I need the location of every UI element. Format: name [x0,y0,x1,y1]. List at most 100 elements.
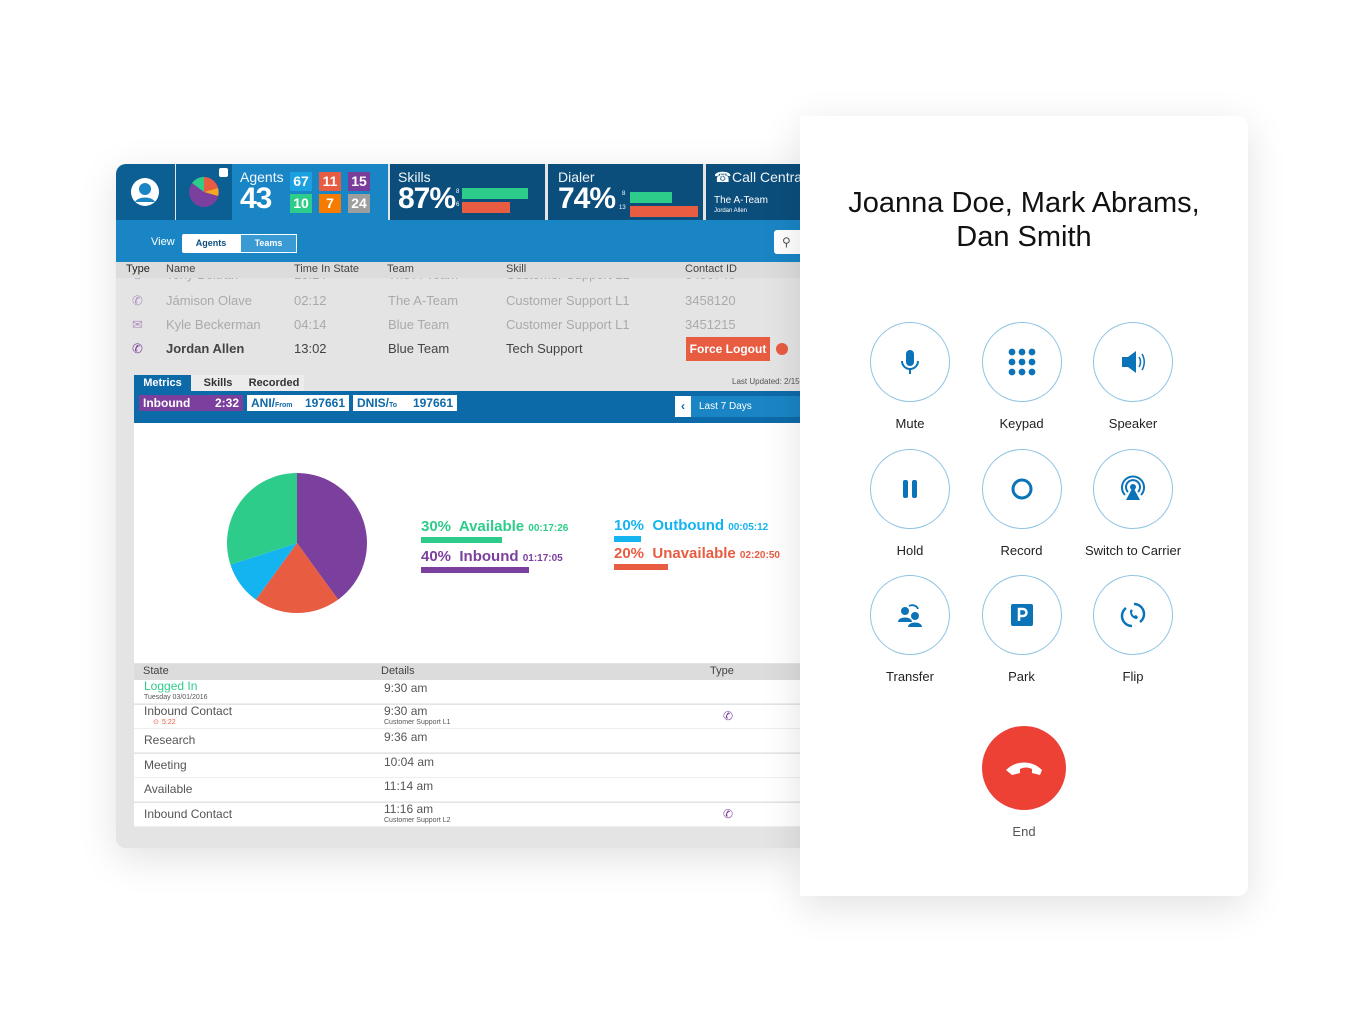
call-central-team: The A-Team [714,195,768,206]
state-name: Meeting [144,757,187,772]
state-time: 9:30 am [384,681,428,695]
view-teams-toggle[interactable]: Teams [240,234,297,253]
flip-button[interactable]: Flip [1073,575,1193,684]
cell-name: Tony Beltran [166,278,238,287]
legend-bar [614,536,641,542]
skills-summary[interactable]: Skills 87% 8 6 [390,164,545,220]
state-table-header: State Details Type [134,664,800,680]
last-updated: Last Updated: 2/15 [732,377,800,386]
record-icon [981,448,1062,529]
keypad-button[interactable]: Keypad [962,322,1082,431]
column-header[interactable]: Skill [506,263,527,275]
flip-icon [1093,575,1173,655]
agent-count-badge[interactable]: 67 [290,172,312,191]
chevron-left-icon[interactable]: ‹ [675,396,691,417]
phone-icon: ✆ [132,293,143,308]
state-detail: Customer Support L2 [384,816,451,824]
legend-bar [421,567,529,573]
agent-count-badge[interactable]: 15 [348,172,370,191]
state-row[interactable]: Research 9:36 am [134,729,800,753]
cell-team: Blue Team [388,317,450,332]
state-row[interactable]: Meeting 10:04 am [134,753,800,778]
legend-time: 02:20:50 [739,550,780,561]
dnis-chip: DNIS/To 197661 [353,395,457,411]
state-time: 10:04 am [384,754,435,769]
cell-team: Blue Team [388,341,450,356]
call-controls-card: Joanna Doe, Mark Abrams, Dan Smith Mute K… [800,116,1248,896]
state-row[interactable]: Logged In Tuesday 03/01/2016 9:30 am [134,680,800,704]
cell-skill: Customer Support L1 [506,278,630,287]
switch-to-carrier-button[interactable]: Switch to Carrier [1073,448,1193,558]
state-name: Research [144,733,196,747]
user-avatar-icon [131,178,159,206]
state-name: Available [144,782,193,796]
agents-summary[interactable]: Agents 43 67 11 15 10 7 24 [232,164,388,220]
agent-count-badge[interactable]: 24 [348,194,370,213]
state-row[interactable]: Available 11:14 am [134,778,800,802]
skills-count-b: 6 [456,202,460,208]
hold-button[interactable]: Hold [850,448,970,558]
skills-count-a: 8 [456,189,460,195]
dialer-summary[interactable]: Dialer 74% 8 13 [548,164,703,220]
call-central-summary[interactable]: ☎ Call Central The A-Team Jordan Allen [706,164,800,220]
state-name: Inbound Contact [144,806,233,821]
view-agents-toggle[interactable]: Agents [182,234,240,253]
end-call-button[interactable]: End [964,726,1084,839]
state-time: 9:30 am [384,703,428,718]
state-row[interactable]: Inbound Contact 5:22 ⊙ 9:30 am Customer Supp… [134,703,800,729]
park-button[interactable]: Park [962,575,1082,684]
tab-skills[interactable]: Skills [203,377,233,389]
date-range-label: Last 7 Days [699,401,752,412]
phone-icon: ✆ [723,806,734,821]
pie-slice-unavailable [255,543,339,613]
table-row[interactable]: ✆ Jámison Olave 02:12 The A-Team Customer Su… [116,289,800,313]
speaker-button[interactable]: Speaker [1073,322,1193,431]
button-label: Switch to Carrier [1084,542,1182,558]
table-row[interactable]: ✆ Tony Beltran 10:24 The A-Team Customer Sup… [116,278,800,288]
column-header[interactable]: Contact ID [685,263,737,275]
pie-slice-inbound [297,473,367,600]
column-header[interactable]: Time In State [294,263,360,275]
mute-button[interactable]: Mute [850,322,970,431]
agent-count-badge[interactable]: 10 [290,194,312,213]
cell-contact: 3458120 [685,293,736,308]
table-row[interactable]: ✆ Jordan Allen 13:02 Blue Team Tech Support F… [116,337,800,361]
state-name: Logged In [144,679,198,693]
dialer-bar-green [630,192,672,203]
overview-pie-cell[interactable] [176,164,232,220]
column-header[interactable]: Team [387,263,414,275]
force-logout-button[interactable]: Force Logout [686,337,770,361]
cell-team: The A-Team [388,293,459,308]
expand-icon[interactable] [219,168,228,177]
state-name: Inbound Contact [144,703,233,718]
skills-percent: 87% [398,182,456,215]
mini-pie-icon [189,177,219,207]
call-participants: Joanna Doe, Mark Abrams, Dan Smith [848,187,1200,253]
column-header[interactable]: Name [166,263,196,275]
date-range-selector[interactable]: ‹ Last 7 Days [675,396,800,417]
button-label: Hold [896,542,924,558]
agent-count-badge[interactable]: 7 [319,194,341,213]
tab-recorded[interactable]: Recorded [248,377,300,389]
call-central-icon: ☎ [714,169,732,185]
timer-badge: 5:22 [162,718,176,726]
legend-name: Available [458,518,525,535]
call-central-label: Call Central [732,169,800,185]
search-icon[interactable]: ⚲ [774,230,800,254]
inbound-chip: Inbound 2:32 [139,395,243,411]
legend-time: 01:17:05 [522,553,563,564]
column-header[interactable]: Type [126,263,150,275]
table-row[interactable]: ✉ Kyle Beckerman 04:14 Blue Team Customer Su… [116,313,800,337]
transfer-button[interactable]: Transfer [850,575,970,684]
cell-skill: Customer Support L1 [506,293,630,308]
record-button[interactable]: Record [962,448,1082,558]
state-row[interactable]: Inbound Contact 11:16 am Customer Support … [134,802,800,827]
state-time: 9:36 am [384,730,428,744]
state-detail: Customer Support L1 [384,718,451,726]
tab-metrics[interactable]: Metrics [134,375,191,391]
call-central-agent: Jordan Allen [714,208,748,214]
user-avatar-cell[interactable] [116,164,175,220]
button-label: Flip [1122,669,1144,684]
button-label: Transfer [886,669,934,684]
agent-count-badge[interactable]: 11 [319,172,341,191]
